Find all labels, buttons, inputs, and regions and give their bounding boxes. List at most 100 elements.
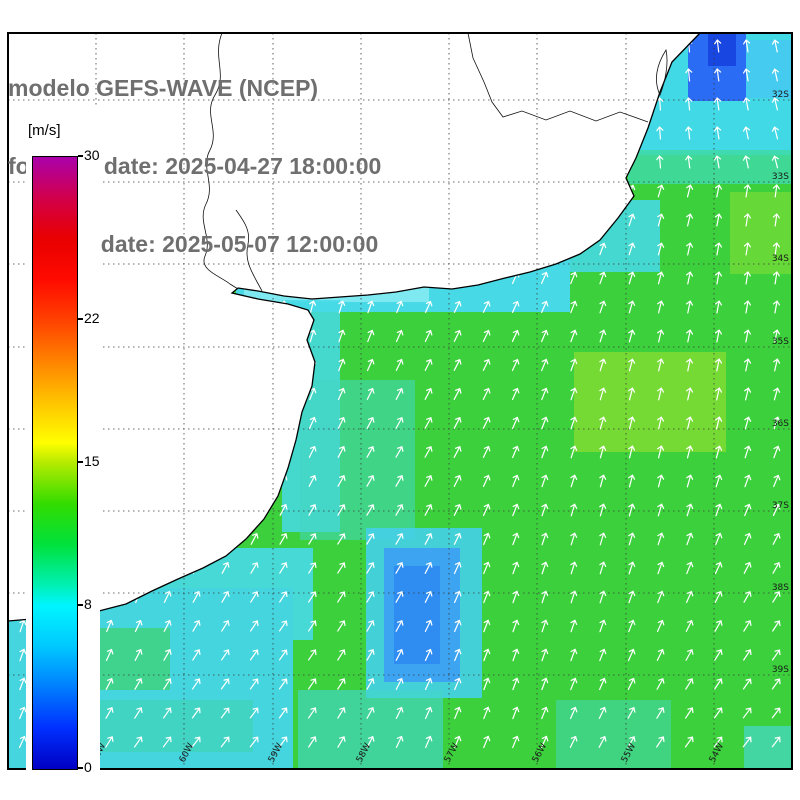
direction-arrow-icon	[454, 648, 462, 662]
direction-arrow-icon	[715, 387, 723, 401]
direction-arrow-icon	[424, 300, 433, 314]
direction-arrow-icon	[221, 591, 230, 603]
direction-arrow-icon	[657, 387, 665, 401]
direction-arrow-icon	[337, 620, 346, 632]
direction-arrow-icon	[744, 416, 752, 430]
direction-arrow-icon	[715, 532, 723, 546]
direction-arrow-icon	[714, 126, 722, 140]
direction-arrow-icon	[511, 329, 520, 343]
model-title: modelo GEFS-WAVE (NCEP)	[8, 75, 319, 101]
lat-label: 39S	[772, 665, 789, 675]
direction-arrow-icon	[599, 300, 607, 314]
colorbar-tick-label: 0	[84, 759, 92, 775]
direction-arrow-icon	[656, 736, 665, 748]
direction-arrow-icon	[656, 155, 664, 169]
direction-arrow-icon	[744, 503, 752, 517]
direction-arrow-icon	[744, 445, 752, 459]
direction-arrow-icon	[424, 706, 433, 720]
direction-arrow-icon	[192, 590, 201, 603]
direction-arrow-icon	[686, 445, 694, 459]
direction-arrow-icon	[742, 155, 750, 169]
direction-arrow-icon	[628, 329, 636, 343]
direction-arrow-icon	[714, 649, 723, 661]
direction-arrow-icon	[657, 532, 665, 546]
direction-arrow-icon	[19, 677, 27, 691]
direction-arrow-icon	[628, 503, 636, 517]
direction-arrow-icon	[395, 504, 404, 516]
direction-arrow-icon	[163, 678, 172, 690]
direction-arrow-icon	[191, 707, 201, 719]
direction-arrow-icon	[482, 387, 491, 400]
direction-arrow-icon	[250, 591, 259, 603]
direction-arrow-icon	[599, 387, 607, 401]
direction-arrow-icon	[512, 561, 520, 575]
direction-arrow-icon	[772, 213, 780, 227]
direction-arrow-icon	[250, 620, 259, 632]
direction-arrow-icon	[366, 358, 375, 372]
direction-arrow-icon	[192, 620, 201, 632]
direction-arrow-icon	[714, 300, 723, 314]
wave-speed-patch	[98, 700, 253, 752]
direction-arrow-icon	[628, 300, 636, 314]
direction-arrow-icon	[105, 707, 114, 719]
direction-arrow-icon	[628, 532, 636, 546]
direction-arrow-icon	[482, 329, 491, 342]
direction-arrow-icon	[424, 358, 433, 371]
direction-arrow-icon	[541, 358, 549, 372]
direction-arrow-icon	[773, 387, 781, 401]
direction-arrow-icon	[134, 707, 143, 719]
lat-label: 32S	[772, 90, 789, 100]
direction-arrow-icon	[278, 620, 288, 632]
wave-speed-patch	[746, 40, 792, 98]
direction-arrow-icon	[743, 532, 752, 546]
direction-arrow-icon	[744, 387, 752, 401]
direction-arrow-icon	[424, 329, 433, 343]
direction-arrow-icon	[308, 678, 317, 690]
direction-arrow-icon	[685, 707, 694, 719]
direction-arrow-icon	[743, 590, 752, 603]
direction-arrow-icon	[714, 213, 723, 227]
direction-arrow-icon	[714, 561, 723, 575]
direction-arrow-icon	[599, 619, 607, 633]
direction-arrow-icon	[772, 300, 781, 314]
direction-arrow-icon	[309, 300, 317, 314]
direction-arrow-icon	[454, 735, 462, 749]
direction-arrow-icon	[743, 39, 751, 53]
direction-arrow-icon	[657, 213, 665, 227]
direction-arrow-icon	[713, 707, 723, 719]
direction-arrow-icon	[309, 329, 317, 343]
lat-label: 37S	[772, 501, 789, 511]
direction-arrow-icon	[512, 677, 520, 691]
direction-arrow-icon	[162, 736, 172, 748]
direction-arrow-icon	[772, 329, 781, 343]
direction-arrow-icon	[395, 706, 404, 719]
direction-arrow-icon	[714, 97, 722, 111]
direction-arrow-icon	[599, 242, 607, 256]
colorbar-tick-mark	[78, 318, 83, 321]
direction-arrow-icon	[628, 474, 636, 488]
direction-arrow-icon	[627, 648, 636, 662]
direction-arrow-icon	[483, 677, 491, 691]
direction-arrow-icon	[628, 619, 636, 633]
direction-arrow-icon	[772, 503, 781, 517]
direction-arrow-icon	[599, 329, 607, 343]
direction-arrow-icon	[308, 445, 317, 458]
direction-arrow-icon	[599, 503, 607, 517]
direction-arrow-icon	[599, 532, 607, 546]
colorbar-tick-mark	[78, 461, 83, 463]
direction-arrow-icon	[628, 416, 636, 430]
direction-arrow-icon	[657, 242, 665, 256]
direction-arrow-icon	[483, 619, 491, 633]
direction-arrow-icon	[278, 649, 288, 661]
direction-arrow-icon	[220, 736, 230, 748]
direction-arrow-icon	[628, 445, 636, 459]
direction-arrow-icon	[714, 619, 723, 632]
direction-arrow-icon	[657, 503, 665, 517]
direction-arrow-icon	[657, 271, 665, 285]
colorbar-tick-label: 15	[84, 453, 100, 469]
direction-arrow-icon	[279, 533, 288, 545]
direction-arrow-icon	[771, 97, 779, 111]
direction-arrow-icon	[541, 416, 549, 430]
direction-arrow-icon	[657, 358, 665, 372]
direction-arrow-icon	[541, 532, 549, 546]
